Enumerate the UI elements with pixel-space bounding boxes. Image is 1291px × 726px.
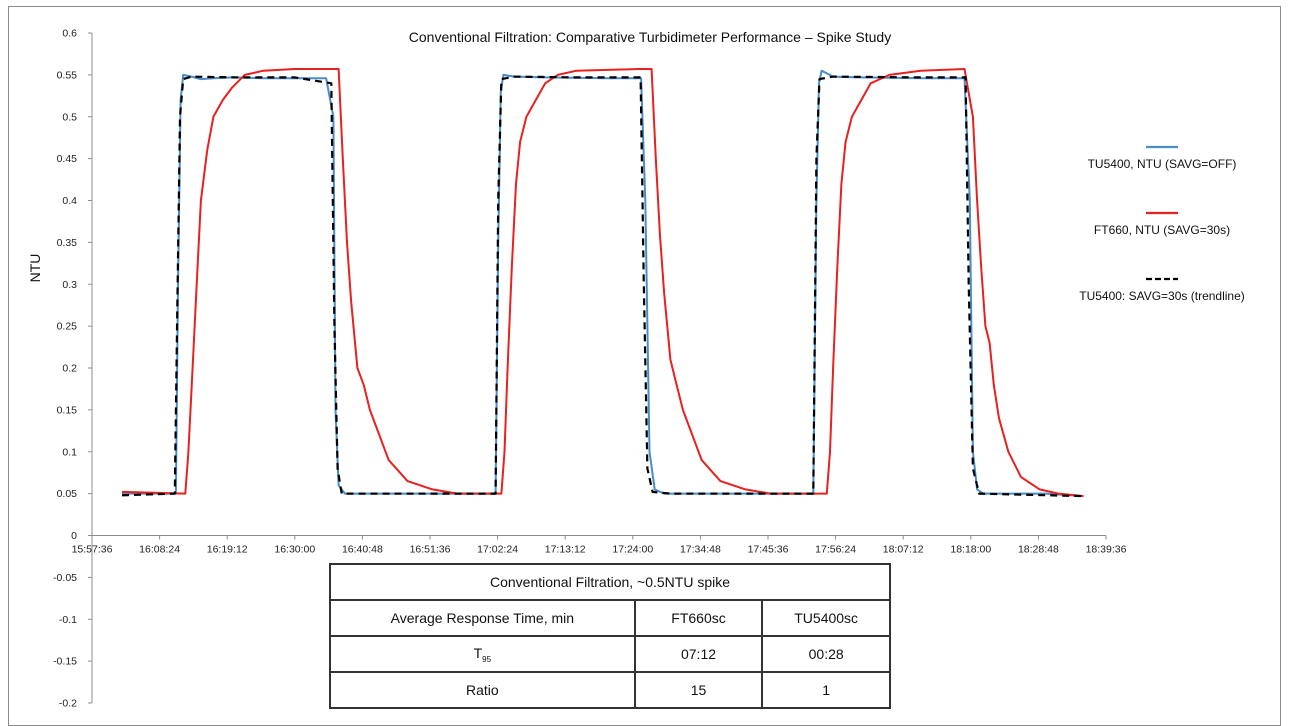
x-tick-label: 16:51:36 [410, 544, 451, 556]
x-tick-label: 16:30:00 [274, 544, 315, 556]
x-tick-label: 17:24:00 [612, 544, 653, 556]
table-header-label: Average Response Time, min [329, 599, 636, 637]
y-tick-label: 0.2 [62, 363, 77, 375]
y-tick-label: 0.1 [62, 446, 77, 458]
y-axis-label: NTU [27, 254, 43, 283]
x-tick-label: 16:08:24 [139, 544, 180, 556]
t95-label-sub: 95 [482, 654, 492, 664]
table-title: Conventional Filtration, ~0.5NTU spike [329, 563, 891, 601]
y-tick-label: 0.05 [57, 488, 78, 500]
y-tick-label: 0.35 [57, 237, 78, 249]
x-tick-label: 16:40:48 [342, 544, 383, 556]
y-tick-label: 0.45 [57, 153, 78, 165]
response-time-table: Conventional Filtration, ~0.5NTU spike A… [329, 563, 891, 709]
chart-title: Conventional Filtration: Comparative Tur… [409, 29, 891, 45]
y-tick-label: -0.15 [53, 656, 77, 668]
series-line-1 [122, 69, 1084, 498]
legend-label: TU5400: SAVG=30s (trendline) [1079, 289, 1245, 303]
x-tick-label: 18:18:00 [950, 544, 991, 556]
y-tick-label: 0.15 [57, 404, 78, 416]
legend-label: TU5400, NTU (SAVG=OFF) [1088, 157, 1237, 171]
ratio-ft660: 15 [633, 671, 764, 709]
y-tick-label: 0.25 [57, 321, 78, 333]
series-line-2 [121, 68, 1084, 498]
t95-tu5400: 00:28 [761, 635, 891, 673]
x-tick-label: 17:02:24 [477, 544, 518, 556]
series-line-3 [121, 75, 1084, 498]
y-tick-label: 0.5 [62, 111, 77, 123]
table-header-tu5400: TU5400sc [761, 599, 891, 637]
legend-label: FT660, NTU (SAVG=30s) [1094, 223, 1230, 237]
t95-label: T95 [329, 635, 636, 673]
y-tick-label: 0 [71, 530, 77, 542]
y-tick-label: -0.1 [59, 614, 77, 626]
y-tick-label: 0.6 [62, 28, 77, 40]
x-tick-label: 16:19:12 [207, 544, 248, 556]
t95-label-main: T [473, 644, 483, 661]
x-tick-label: 17:13:12 [545, 544, 586, 556]
table-header-row: Average Response Time, min FT660sc TU540… [329, 599, 891, 637]
x-tick-label: 17:56:24 [815, 544, 856, 556]
y-tick-label: 0.55 [57, 69, 78, 81]
ratio-label: Ratio [329, 671, 636, 709]
y-tick-label: -0.2 [59, 698, 77, 710]
x-tick-label: 18:39:36 [1086, 544, 1127, 556]
t95-ft660: 07:12 [633, 635, 764, 673]
table-title-row: Conventional Filtration, ~0.5NTU spike [329, 563, 891, 601]
x-tick-label: 18:28:48 [1018, 544, 1059, 556]
x-tick-label: 18:07:12 [883, 544, 924, 556]
y-tick-label: -0.05 [53, 572, 77, 584]
x-tick-label: 15:57:36 [72, 544, 113, 556]
x-tick-label: 17:34:48 [680, 544, 721, 556]
table-row: T95 07:12 00:28 [329, 635, 891, 673]
table-header-ft660: FT660sc [633, 599, 764, 637]
legend: TU5400, NTU (SAVG=OFF) FT660, NTU (SAVG=3… [1079, 145, 1245, 303]
x-tick-label: 17:45:36 [748, 544, 789, 556]
y-tick-label: 0.3 [62, 279, 77, 291]
ratio-tu5400: 1 [761, 671, 891, 709]
series-group [121, 68, 1084, 498]
axes: -0.2 -0.15 -0.1 -0.05 0 0.05 0.1 0.15 0.2 0.25 0.3… [53, 28, 1127, 710]
y-tick-label: 0.4 [62, 195, 77, 207]
table-row: Ratio 15 1 [329, 671, 891, 709]
